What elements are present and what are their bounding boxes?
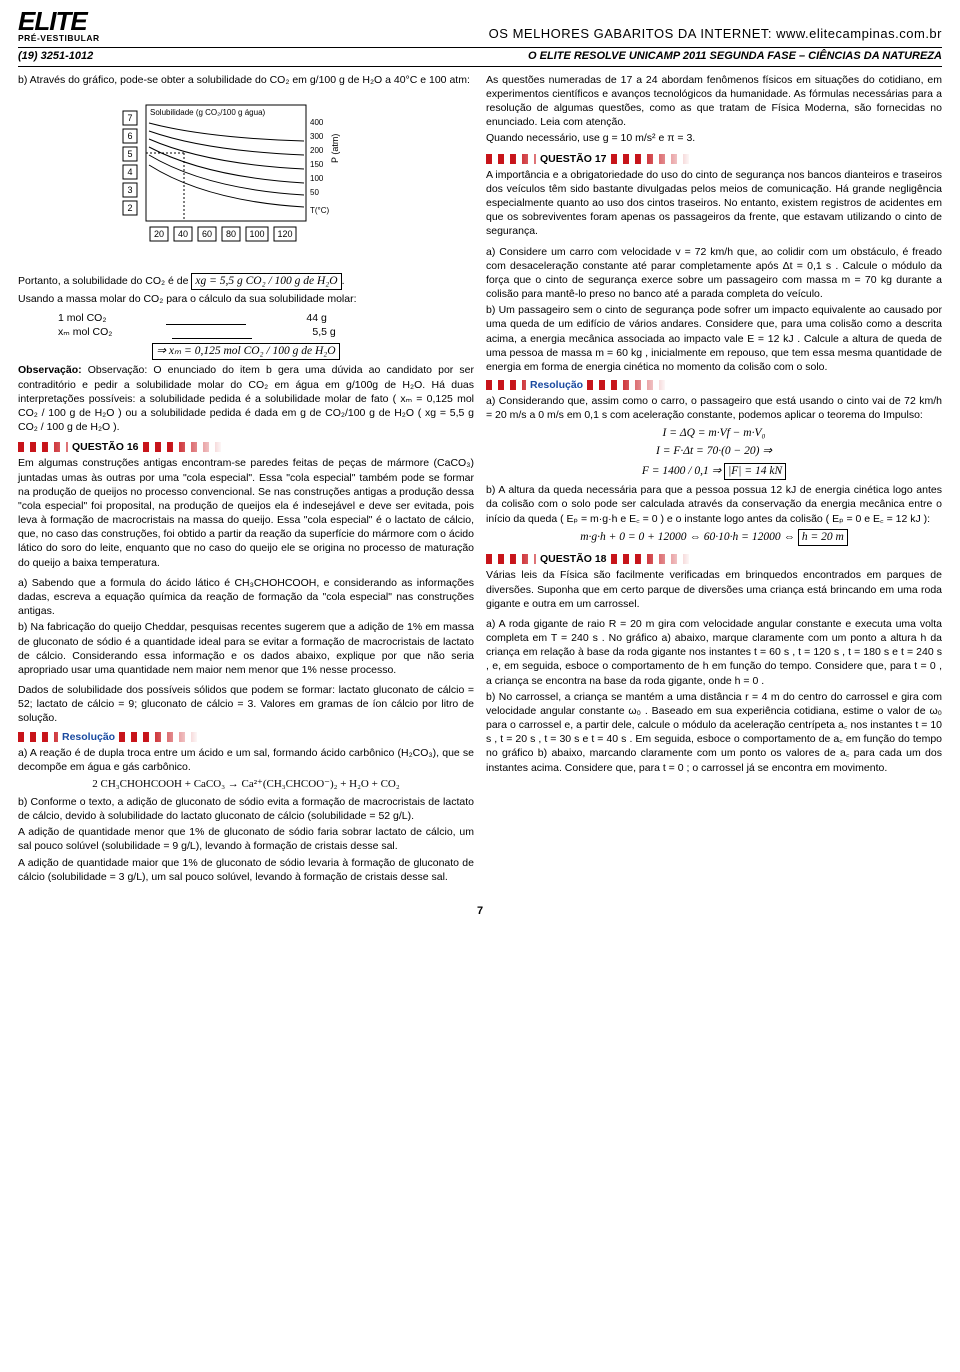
q17-eq1: I = ΔQ = m·Vf − m·V₀ [486,426,942,442]
svg-text:20: 20 [154,229,164,239]
svg-text:400: 400 [310,118,324,127]
q16-b: b) Na fabricação do queijo Cheddar, pesq… [18,620,474,677]
q16-res-b3: A adição de quantidade maior que 1% de g… [18,856,474,884]
q17-res-b: b) A altura da queda necessária para que… [486,483,942,526]
q16-res-b2: A adição de quantidade menor que 1% de g… [18,825,474,853]
portanto-line: Portanto, a solubilidade do CO₂ é de xg … [18,273,474,291]
q17-header: QUESTÃO 17 [486,152,942,166]
massa-molar: Usando a massa molar do CO₂ para o cálcu… [18,292,474,306]
q17-eq4: m·g·h + 0 = 0 + 12000 ⇔ 60·10·h = 12000 … [486,529,942,547]
solubility-chart: 7 6 5 4 3 2 Solubilidade (g CO₂/100 g ág… [116,93,376,263]
svg-text:100: 100 [310,174,324,183]
chart-title: Solubilidade (g CO₂/100 g água) [150,108,266,117]
logo-sub: PRÉ-VESTIBULAR [18,33,158,44]
right-column: As questões numeradas de 17 a 24 abordam… [486,73,942,886]
svg-text:200: 200 [310,146,324,155]
b-intro: b) Através do gráfico, pode-se obter a s… [18,73,474,87]
svg-text:60: 60 [202,229,212,239]
svg-text:2: 2 [127,203,132,213]
page-number: 7 [18,904,942,919]
right-intro: As questões numeradas de 17 a 24 abordam… [486,73,942,130]
tagline: OS MELHORES GABARITOS DA INTERNET: www.e… [158,25,942,45]
p-axis-label: P (atm) [330,134,340,163]
res-header-16: Resolução [18,730,474,744]
q16-header: QUESTÃO 16 [18,440,474,454]
chart-svg: 7 6 5 4 3 2 Solubilidade (g CO₂/100 g ág… [116,93,376,263]
svg-text:7: 7 [127,113,132,123]
svg-text:5: 5 [127,149,132,159]
q18-a: a) A roda gigante de raio R = 20 m gira … [486,617,942,688]
q16-p1: Em algumas construções antigas encontram… [18,456,474,569]
xm-box: ⇒ xₘ = 0,125 mol CO₂ / 100 g de H₂O [152,343,339,361]
sub-header: (19) 3251-1012 O ELITE RESOLVE UNICAMP 2… [18,48,942,67]
doc-title: O ELITE RESOLVE UNICAMP 2011 SEGUNDA FAS… [528,49,942,64]
phone: (19) 3251-1012 [18,49,93,64]
svg-text:120: 120 [277,229,292,239]
svg-text:80: 80 [226,229,236,239]
q18-b: b) No carrossel, a criança se mantém a u… [486,690,942,775]
top-bar: ELITE PRÉ-VESTIBULAR OS MELHORES GABARIT… [18,10,942,48]
res-header-17: Resolução [486,378,942,392]
svg-text:300: 300 [310,132,324,141]
q16-res-b1: b) Conforme o texto, a adição de glucona… [18,795,474,823]
q17-eq2: I = F·Δt = 70·(0 − 20) ⇒ [486,444,942,460]
q17-a: a) Considere um carro com velocidade v =… [486,245,942,302]
observacao: Observação: Observação: O enunciado do i… [18,363,474,434]
q16-res-a: a) A reação é de dupla troca entre um ác… [18,746,474,774]
left-column: b) Através do gráfico, pode-se obter a s… [18,73,474,886]
svg-text:100: 100 [249,229,264,239]
q17-b: b) Um passageiro sem o cinto de seguranç… [486,303,942,374]
logo-main: ELITE [18,10,158,33]
svg-text:T(°C): T(°C) [310,206,330,215]
xg-box: xg = 5,5 g CO₂ / 100 g de H₂O [191,273,341,291]
svg-text:6: 6 [127,131,132,141]
svg-text:3: 3 [127,185,132,195]
q18-intro: Várias leis da Física são facilmente ver… [486,568,942,611]
q18-header: QUESTÃO 18 [486,552,942,566]
q17-eq3: F = 1400 / 0,1 ⇒ |F| = 14 kN [486,463,942,481]
q17-p: A importância e a obrigatoriedade do uso… [486,168,942,239]
q16-dados: Dados de solubilidade dos possíveis sóli… [18,683,474,726]
svg-text:4: 4 [127,167,132,177]
q16-a: a) Sabendo que a formula do ácido lático… [18,576,474,619]
svg-text:40: 40 [178,229,188,239]
q16-equation: 2 CH₃CHOHCOOH + CaCO₃ → Ca²⁺(CH₃CHCOO⁻)₂… [18,777,474,792]
svg-text:150: 150 [310,160,324,169]
logo-block: ELITE PRÉ-VESTIBULAR [18,10,158,45]
svg-text:50: 50 [310,188,319,197]
right-intro2: Quando necessário, use g = 10 m/s² e π =… [486,131,942,145]
q17-res-a: a) Considerando que, assim como o carro,… [486,394,942,422]
